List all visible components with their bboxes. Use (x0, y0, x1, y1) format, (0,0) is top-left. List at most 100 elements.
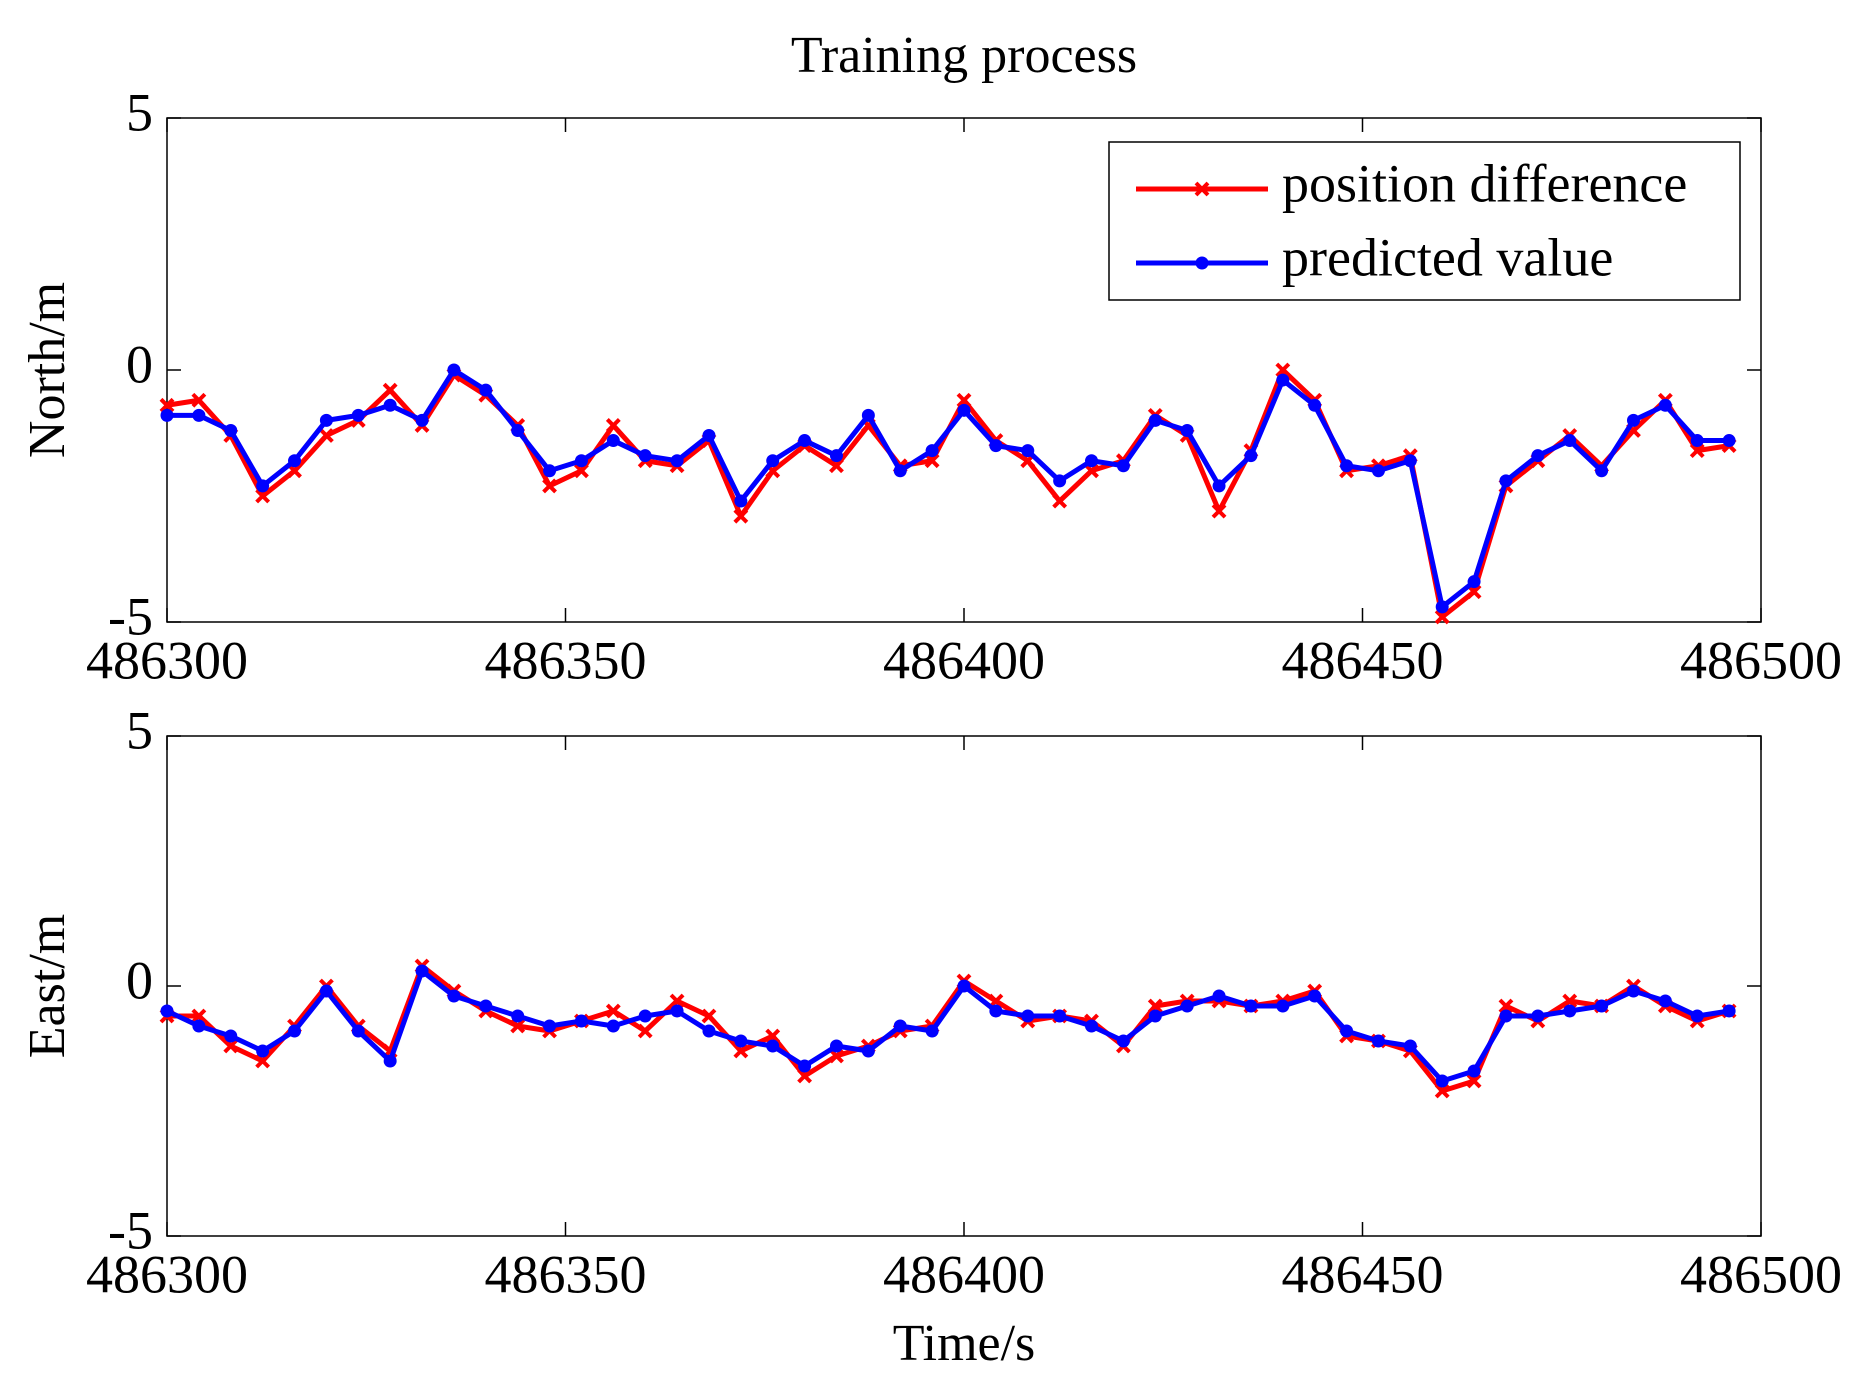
x-tick-label: 486300 (86, 630, 248, 690)
marker-dot (256, 479, 270, 493)
marker-dot (1626, 984, 1640, 998)
marker-cross (1466, 1073, 1482, 1089)
y-tick-label: 0 (126, 950, 153, 1010)
marker-dot (606, 1019, 620, 1033)
marker-dot (256, 1044, 270, 1058)
marker-dot (224, 1029, 238, 1043)
marker-cross (733, 508, 749, 524)
marker-dot (734, 494, 748, 508)
marker-dot (1340, 1024, 1354, 1038)
marker-dot (1690, 434, 1704, 448)
marker-dot (415, 413, 429, 427)
marker-dot (1403, 1039, 1417, 1053)
marker-cross (191, 1008, 207, 1024)
marker-dot (1053, 474, 1067, 488)
marker-cross (1434, 609, 1450, 625)
marker-dot (1595, 464, 1609, 478)
marker-cross (1275, 362, 1291, 378)
marker-dot (1148, 413, 1162, 427)
marker-dot (893, 1019, 907, 1033)
marker-dot (1499, 474, 1513, 488)
marker-cross (159, 397, 175, 413)
x-tick-label: 486350 (485, 630, 647, 690)
marker-dot (1595, 999, 1609, 1013)
marker-cross (1689, 443, 1705, 459)
x-tick-label: 486350 (485, 1244, 647, 1304)
marker-dot (1085, 1019, 1099, 1033)
marker-cross (797, 1068, 813, 1084)
marker-cross (956, 392, 972, 408)
marker-dot (351, 1024, 365, 1038)
y-tick-label: 0 (126, 334, 153, 394)
marker-dot (1308, 989, 1322, 1003)
marker-dot (160, 408, 174, 422)
marker-dot (893, 464, 907, 478)
marker-dot (383, 398, 397, 412)
marker-dot (319, 984, 333, 998)
marker-dot (1371, 464, 1385, 478)
marker-dot (1180, 423, 1194, 437)
marker-dot (1195, 256, 1209, 270)
marker-dot (1435, 1074, 1449, 1088)
marker-cross (1084, 463, 1099, 479)
marker-dot (1244, 449, 1258, 463)
marker-cross (318, 428, 334, 443)
marker-dot (638, 449, 652, 463)
marker-cross (765, 1028, 781, 1044)
marker-dot (989, 1004, 1003, 1018)
marker-dot (1212, 479, 1226, 493)
marker-dot (1148, 1009, 1162, 1023)
marker-dot (415, 964, 429, 978)
marker-dot (925, 1024, 939, 1038)
marker-dot (638, 1009, 652, 1023)
x-tick-label: 486400 (883, 1244, 1045, 1304)
marker-dot (606, 434, 620, 448)
marker-dot (1690, 1009, 1704, 1023)
marker-dot (1053, 1009, 1067, 1023)
marker-dot (574, 454, 588, 468)
marker-dot (989, 439, 1003, 453)
marker-dot (1212, 989, 1226, 1003)
marker-cross (605, 1003, 621, 1019)
marker-dot (861, 1044, 875, 1058)
marker-dot (1658, 994, 1672, 1008)
marker-dot (1276, 373, 1290, 387)
marker-dot (574, 1014, 588, 1028)
marker-dot (319, 413, 333, 427)
x-tick-label: 486500 (1680, 1244, 1842, 1304)
marker-dot (1467, 1064, 1481, 1078)
marker-cross (669, 993, 685, 1009)
marker-dot (1531, 449, 1545, 463)
marker-dot (1116, 459, 1130, 473)
marker-cross (574, 463, 589, 479)
chart-title: Training process (791, 27, 1137, 84)
marker-dot (1467, 575, 1481, 589)
marker-dot (1626, 413, 1640, 427)
marker-dot (288, 1024, 302, 1038)
marker-dot (224, 423, 238, 437)
marker-cross (1498, 998, 1514, 1014)
marker-cross (733, 1043, 749, 1059)
marker-dot (1244, 999, 1258, 1013)
marker-dot (1435, 600, 1449, 614)
marker-cross (1194, 181, 1210, 197)
marker-cross (255, 488, 271, 504)
x-tick-label: 486450 (1282, 630, 1444, 690)
marker-dot (1371, 1034, 1385, 1048)
marker-dot (160, 1004, 174, 1018)
marker-dot (1021, 444, 1035, 458)
marker-dot (1308, 398, 1322, 412)
marker-dot (1021, 1009, 1035, 1023)
marker-dot (447, 989, 461, 1003)
marker-dot (702, 429, 716, 443)
marker-dot (1116, 1034, 1130, 1048)
marker-dot (1531, 1009, 1545, 1023)
marker-dot (192, 1019, 206, 1033)
marker-dot (766, 454, 780, 468)
x-tick-label: 486500 (1680, 630, 1842, 690)
marker-dot (1658, 398, 1672, 412)
marker-dot (829, 1039, 843, 1053)
legend-label: position difference (1282, 153, 1687, 213)
marker-dot (702, 1024, 716, 1038)
marker-dot (511, 423, 525, 437)
